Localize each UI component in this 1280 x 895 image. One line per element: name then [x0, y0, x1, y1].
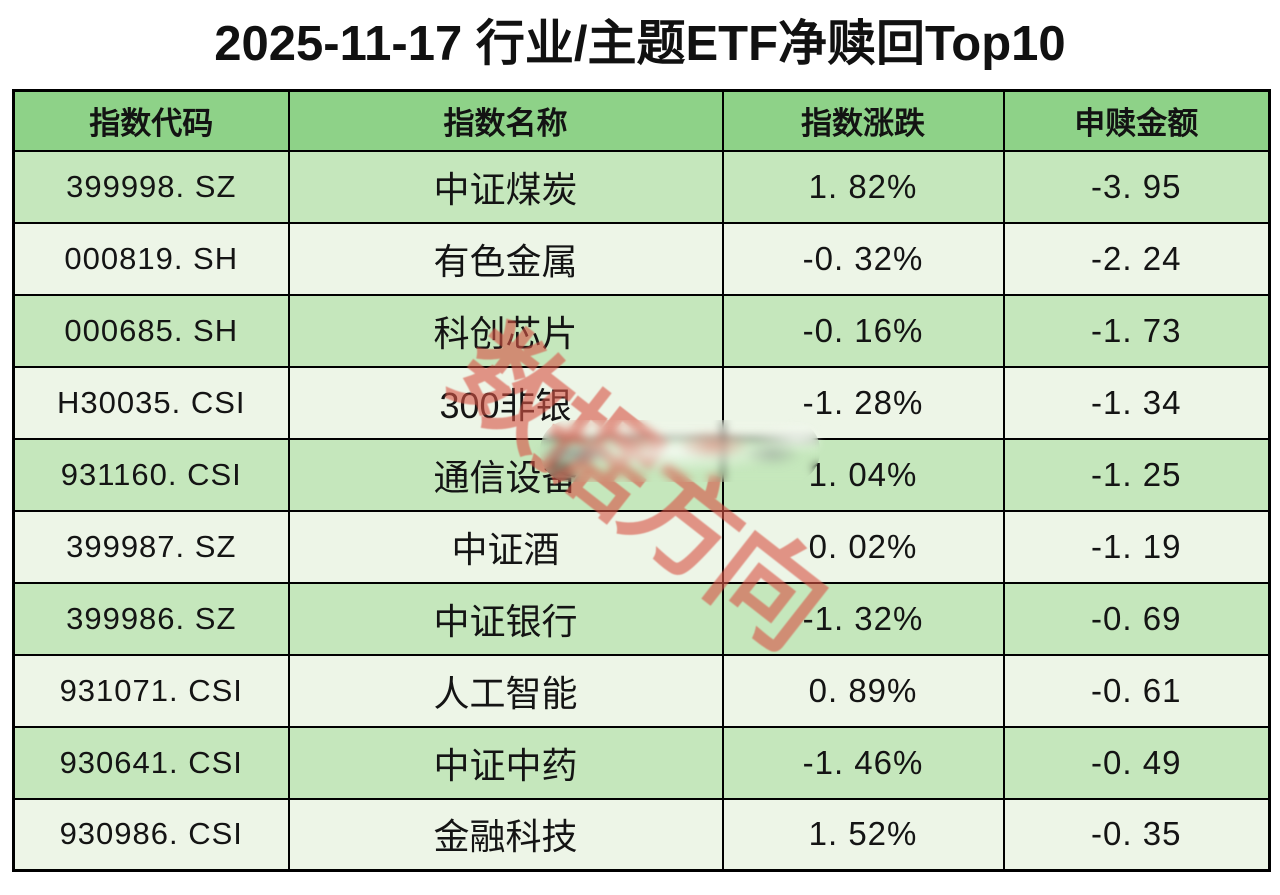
- cell-index-name: 300非银: [287, 365, 724, 440]
- cell-amount: -1. 34: [1002, 365, 1271, 440]
- etf-net-redemption-table: 指数代码 指数名称 指数涨跌 申赎金额 399998. SZ 中证煤炭 1. 8…: [12, 89, 1271, 872]
- cell-index-code: 930641. CSI: [12, 725, 290, 800]
- cell-amount: -0. 49: [1002, 725, 1271, 800]
- cell-index-change: 0. 89%: [721, 653, 1005, 728]
- cell-index-code: 000685. SH: [12, 293, 290, 368]
- cell-amount: -0. 69: [1002, 581, 1271, 656]
- cell-index-name: 中证酒: [287, 509, 724, 584]
- table-row: 399986. SZ 中证银行 -1. 32% -0. 69: [12, 581, 1271, 656]
- table-row: H30035. CSI 300非银 -1. 28% -1. 34: [12, 365, 1271, 440]
- cell-amount: -1. 73: [1002, 293, 1271, 368]
- table-row: 930986. CSI 金融科技 1. 52% -0. 35: [12, 797, 1271, 872]
- cell-index-change: -1. 46%: [721, 725, 1005, 800]
- table-row: 399987. SZ 中证酒 0. 02% -1. 19: [12, 509, 1271, 584]
- table-row: 931071. CSI 人工智能 0. 89% -0. 61: [12, 653, 1271, 728]
- cell-index-code: 399987. SZ: [12, 509, 290, 584]
- cell-index-change: 1. 82%: [721, 149, 1005, 224]
- table-row: 930641. CSI 中证中药 -1. 46% -0. 49: [12, 725, 1271, 800]
- cell-amount: -0. 61: [1002, 653, 1271, 728]
- cell-index-name: 人工智能: [287, 653, 724, 728]
- cell-index-code: 931071. CSI: [12, 653, 290, 728]
- cell-index-change: -0. 32%: [721, 221, 1005, 296]
- cell-index-name: 通信设备: [287, 437, 724, 512]
- cell-index-code: 931160. CSI: [12, 437, 290, 512]
- cell-index-change: 1. 04%: [721, 437, 1005, 512]
- cell-index-code: 000819. SH: [12, 221, 290, 296]
- cell-index-name: 有色金属: [287, 221, 724, 296]
- cell-index-code: 930986. CSI: [12, 797, 290, 872]
- column-header-index-name: 指数名称: [287, 89, 724, 152]
- cell-index-name: 中证煤炭: [287, 149, 724, 224]
- cell-index-name: 中证中药: [287, 725, 724, 800]
- cell-index-name: 科创芯片: [287, 293, 724, 368]
- cell-index-change: -1. 32%: [721, 581, 1005, 656]
- cell-index-change: -1. 28%: [721, 365, 1005, 440]
- table-row: 000685. SH 科创芯片 -0. 16% -1. 73: [12, 293, 1271, 368]
- page-title: 2025-11-17 行业/主题ETF净赎回Top10: [214, 17, 1066, 71]
- cell-amount: -2. 24: [1002, 221, 1271, 296]
- table-row: 931160. CSI 通信设备 1. 04% -1. 25: [12, 437, 1271, 512]
- cell-amount: -1. 25: [1002, 437, 1271, 512]
- cell-index-change: 1. 52%: [721, 797, 1005, 872]
- cell-index-name: 金融科技: [287, 797, 724, 872]
- table-row: 000819. SH 有色金属 -0. 32% -2. 24: [12, 221, 1271, 296]
- column-header-index-code: 指数代码: [12, 89, 290, 152]
- cell-index-code: 399998. SZ: [12, 149, 290, 224]
- column-header-index-change: 指数涨跌: [721, 89, 1005, 152]
- cell-amount: -0. 35: [1002, 797, 1271, 872]
- cell-index-code: 399986. SZ: [12, 581, 290, 656]
- table-header-row: 指数代码 指数名称 指数涨跌 申赎金额: [12, 89, 1271, 152]
- cell-index-code: H30035. CSI: [12, 365, 290, 440]
- column-header-amount: 申赎金额: [1002, 89, 1271, 152]
- cell-amount: -3. 95: [1002, 149, 1271, 224]
- table-row: 399998. SZ 中证煤炭 1. 82% -3. 95: [12, 149, 1271, 224]
- cell-index-change: 0. 02%: [721, 509, 1005, 584]
- cell-index-name: 中证银行: [287, 581, 724, 656]
- cell-index-change: -0. 16%: [721, 293, 1005, 368]
- cell-amount: -1. 19: [1002, 509, 1271, 584]
